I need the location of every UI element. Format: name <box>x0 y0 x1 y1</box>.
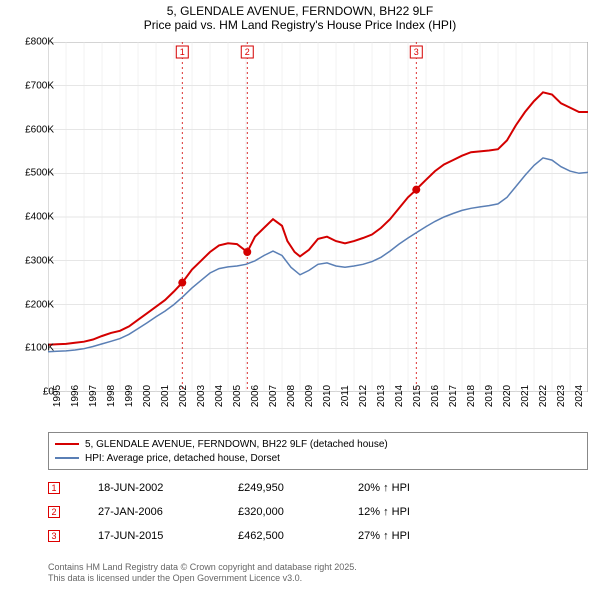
x-tick-label: 2017 <box>448 385 459 407</box>
x-tick-label: 2007 <box>268 385 279 407</box>
sale-row: 1 18-JUN-2002£249,95020% ↑ HPI <box>48 476 588 500</box>
legend-swatch <box>55 443 79 445</box>
svg-text:3: 3 <box>414 47 419 57</box>
legend-row: HPI: Average price, detached house, Dors… <box>55 451 581 465</box>
y-tick-label: £500K <box>25 168 54 179</box>
y-tick-label: £300K <box>25 255 54 266</box>
footer-line-2: This data is licensed under the Open Gov… <box>48 573 357 584</box>
legend-swatch <box>55 457 79 459</box>
footer-line-1: Contains HM Land Registry data © Crown c… <box>48 562 357 573</box>
x-tick-label: 1996 <box>70 385 81 407</box>
sale-date: 27-JAN-2006 <box>98 506 238 518</box>
x-tick-label: 2003 <box>196 385 207 407</box>
x-tick-label: 2010 <box>322 385 333 407</box>
x-tick-label: 2023 <box>556 385 567 407</box>
x-tick-label: 2002 <box>178 385 189 407</box>
x-tick-label: 1999 <box>124 385 135 407</box>
sale-price: £320,000 <box>238 506 358 518</box>
sale-row: 3 17-JUN-2015£462,50027% ↑ HPI <box>48 524 588 548</box>
sale-price: £462,500 <box>238 530 358 542</box>
title-line-2: Price paid vs. HM Land Registry's House … <box>0 18 600 32</box>
legend-row: 5, GLENDALE AVENUE, FERNDOWN, BH22 9LF (… <box>55 437 581 451</box>
legend-box: 5, GLENDALE AVENUE, FERNDOWN, BH22 9LF (… <box>48 432 588 470</box>
y-tick-label: £400K <box>25 212 54 223</box>
x-tick-label: 1995 <box>52 385 63 407</box>
y-tick-label: £200K <box>25 299 54 310</box>
x-tick-label: 2018 <box>466 385 477 407</box>
y-tick-label: £700K <box>25 80 54 91</box>
x-tick-label: 2013 <box>376 385 387 407</box>
x-tick-label: 2001 <box>160 385 171 407</box>
x-tick-label: 2000 <box>142 385 153 407</box>
sale-pct-vs-hpi: 12% ↑ HPI <box>358 506 478 518</box>
chart-title-block: 5, GLENDALE AVENUE, FERNDOWN, BH22 9LF P… <box>0 0 600 32</box>
x-tick-label: 2004 <box>214 385 225 407</box>
x-tick-label: 2008 <box>286 385 297 407</box>
sale-table: 1 18-JUN-2002£249,95020% ↑ HPI 2 27-JAN-200… <box>48 476 588 548</box>
y-tick-label: £800K <box>25 37 54 48</box>
y-tick-label: £100K <box>25 343 54 354</box>
sale-marker-number: 1 <box>48 482 60 494</box>
x-tick-label: 1997 <box>88 385 99 407</box>
x-tick-label: 2011 <box>340 385 351 407</box>
legend-label: 5, GLENDALE AVENUE, FERNDOWN, BH22 9LF (… <box>85 439 388 450</box>
x-tick-label: 2016 <box>430 385 441 407</box>
x-tick-label: 1998 <box>106 385 117 407</box>
sale-price: £249,950 <box>238 482 358 494</box>
footer-attribution: Contains HM Land Registry data © Crown c… <box>48 562 357 584</box>
sale-marker-number: 3 <box>48 530 60 542</box>
x-tick-label: 2009 <box>304 385 315 407</box>
x-tick-label: 2006 <box>250 385 261 407</box>
x-tick-label: 2012 <box>358 385 369 407</box>
chart-area: 1 2 3 <box>48 42 588 392</box>
x-tick-label: 2015 <box>412 385 423 407</box>
x-tick-label: 2020 <box>502 385 513 407</box>
svg-text:2: 2 <box>245 47 250 57</box>
title-line-1: 5, GLENDALE AVENUE, FERNDOWN, BH22 9LF <box>0 4 600 18</box>
x-tick-label: 2021 <box>520 385 531 407</box>
x-tick-label: 2024 <box>574 385 585 407</box>
sale-marker-number: 2 <box>48 506 60 518</box>
sale-date: 17-JUN-2015 <box>98 530 238 542</box>
x-tick-label: 2022 <box>538 385 549 407</box>
x-tick-label: 2019 <box>484 385 495 407</box>
legend-label: HPI: Average price, detached house, Dors… <box>85 453 280 464</box>
svg-text:1: 1 <box>180 47 185 57</box>
chart-svg: 1 2 3 <box>48 42 588 392</box>
x-tick-label: 2005 <box>232 385 243 407</box>
sale-row: 2 27-JAN-2006£320,00012% ↑ HPI <box>48 500 588 524</box>
sale-pct-vs-hpi: 27% ↑ HPI <box>358 530 478 542</box>
sale-pct-vs-hpi: 20% ↑ HPI <box>358 482 478 494</box>
y-tick-label: £600K <box>25 124 54 135</box>
sale-date: 18-JUN-2002 <box>98 482 238 494</box>
x-tick-label: 2014 <box>394 385 405 407</box>
